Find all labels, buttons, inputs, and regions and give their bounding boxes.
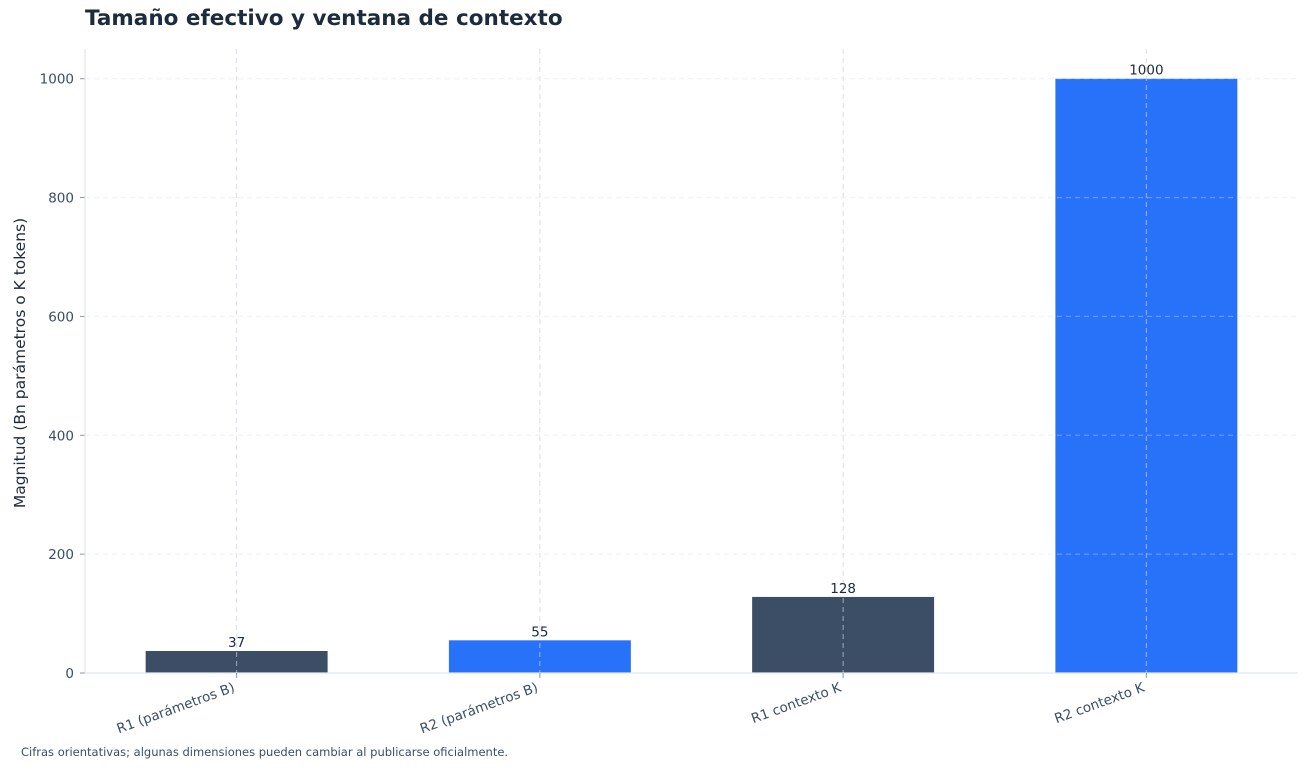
vertical-grid-layer [85, 49, 1298, 673]
bar-data-label: 55 [531, 624, 548, 640]
x-tick-label: R2 (parámetros B) [418, 680, 540, 738]
y-tick-label: 0 [65, 666, 74, 682]
bar-data-label: 128 [830, 581, 856, 597]
x-tick-label: R2 contexto K [1052, 679, 1147, 727]
x-tick-label: R1 (parámetros B) [115, 680, 237, 738]
axes-layer [80, 49, 1298, 678]
y-tick-label: 1000 [40, 72, 74, 88]
y-tick-label: 800 [48, 191, 74, 207]
bar-data-label: 37 [228, 635, 245, 651]
bar-data-label: 1000 [1129, 63, 1163, 79]
footnote: Cifras orientativas; algunas dimensiones… [21, 745, 509, 759]
chart-title: Tamaño efectivo y ventana de contexto [85, 6, 563, 31]
y-tick-label: 600 [48, 309, 74, 325]
y-tick-label: 200 [48, 547, 74, 563]
bars-layer [145, 78, 1238, 673]
y-tick-label: 400 [48, 428, 74, 444]
labels-layer: 0 200 400 600 800 1000 R1 (parámetros B) R2 (pa… [40, 63, 1164, 738]
x-tick-label: R1 contexto K [749, 679, 844, 727]
